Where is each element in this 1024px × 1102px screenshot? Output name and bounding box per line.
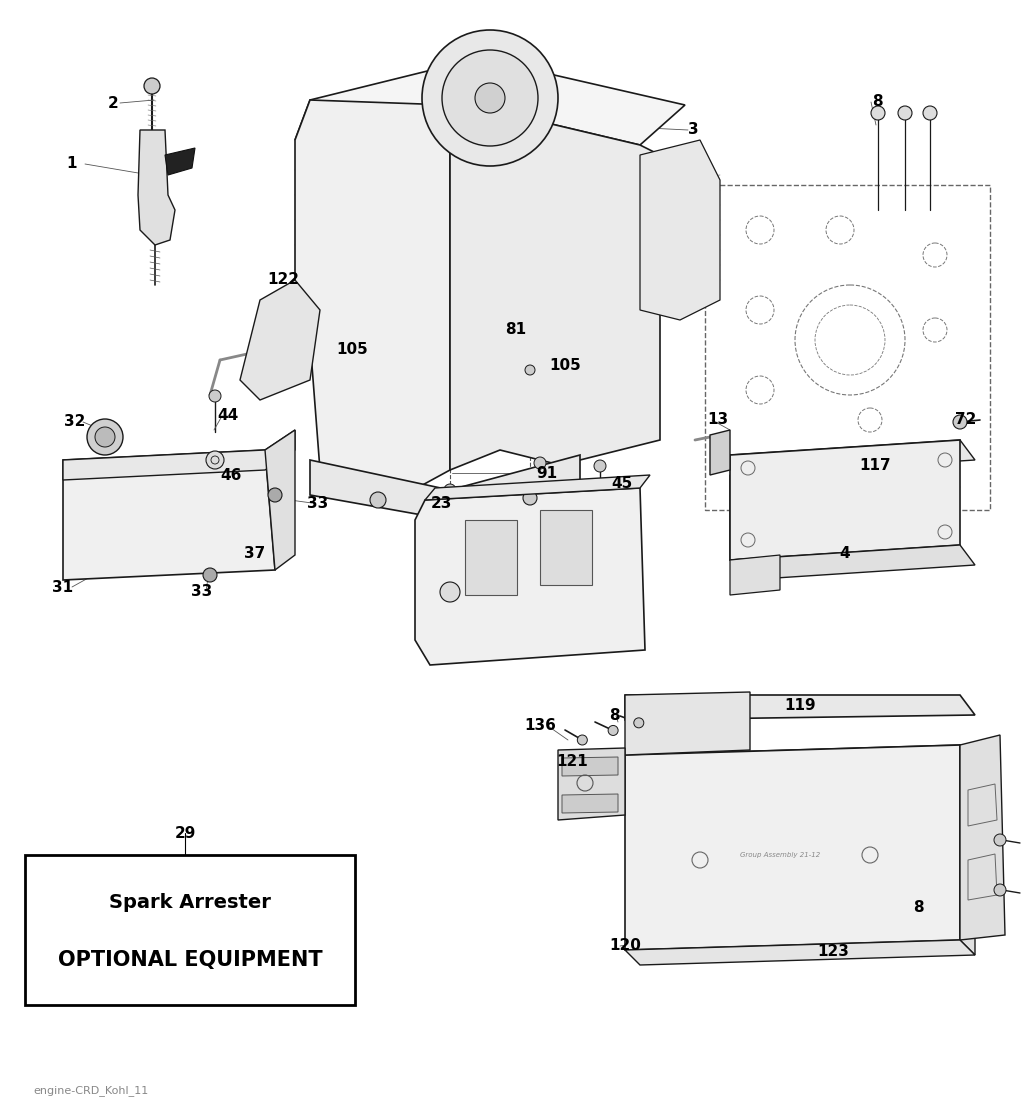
Text: 13: 13 xyxy=(708,412,728,428)
Polygon shape xyxy=(625,940,975,965)
Circle shape xyxy=(268,488,282,503)
Polygon shape xyxy=(450,100,660,469)
Circle shape xyxy=(898,106,912,120)
Text: 4: 4 xyxy=(840,545,850,561)
Text: 32: 32 xyxy=(65,414,86,430)
Polygon shape xyxy=(265,430,295,570)
Circle shape xyxy=(440,582,460,602)
Circle shape xyxy=(422,30,558,166)
Polygon shape xyxy=(138,130,175,245)
Text: 119: 119 xyxy=(784,699,816,713)
Polygon shape xyxy=(730,545,975,580)
Bar xyxy=(465,520,517,595)
Text: 33: 33 xyxy=(307,496,329,510)
Text: OPTIONAL EQUIPMENT: OPTIONAL EQUIPMENT xyxy=(57,950,323,970)
Text: 81: 81 xyxy=(506,322,526,336)
Text: 8: 8 xyxy=(912,899,924,915)
Text: 23: 23 xyxy=(430,497,452,511)
Polygon shape xyxy=(425,475,650,500)
Polygon shape xyxy=(562,757,618,776)
Bar xyxy=(25,855,355,1005)
Polygon shape xyxy=(63,450,275,580)
Circle shape xyxy=(206,451,224,469)
Bar xyxy=(540,510,592,585)
Polygon shape xyxy=(730,440,975,475)
Text: Spark Arrester: Spark Arrester xyxy=(110,894,271,912)
Polygon shape xyxy=(625,692,750,755)
Text: 37: 37 xyxy=(245,545,265,561)
Circle shape xyxy=(144,78,160,94)
Circle shape xyxy=(442,50,538,145)
Text: Group Assembly 21-12: Group Assembly 21-12 xyxy=(740,852,820,858)
Circle shape xyxy=(578,735,588,745)
Circle shape xyxy=(87,419,123,455)
Circle shape xyxy=(634,717,644,727)
Polygon shape xyxy=(415,488,645,665)
Text: 136: 136 xyxy=(524,719,556,734)
Polygon shape xyxy=(730,555,780,595)
Polygon shape xyxy=(730,475,740,560)
Circle shape xyxy=(953,415,967,429)
Circle shape xyxy=(594,460,606,472)
Circle shape xyxy=(923,106,937,120)
Text: 45: 45 xyxy=(611,476,633,491)
Circle shape xyxy=(534,457,546,469)
Polygon shape xyxy=(295,100,450,500)
Polygon shape xyxy=(562,795,618,813)
Polygon shape xyxy=(165,148,195,175)
Circle shape xyxy=(475,83,505,114)
Text: 1: 1 xyxy=(67,156,77,172)
Circle shape xyxy=(994,834,1006,846)
Text: 3: 3 xyxy=(688,122,698,138)
Polygon shape xyxy=(710,430,730,475)
Text: 117: 117 xyxy=(859,458,891,474)
Polygon shape xyxy=(961,735,1005,940)
Circle shape xyxy=(370,491,386,508)
Text: 46: 46 xyxy=(220,468,242,484)
Text: 31: 31 xyxy=(52,580,74,594)
Polygon shape xyxy=(625,745,961,950)
Text: 2: 2 xyxy=(108,96,119,110)
Circle shape xyxy=(608,725,618,735)
Text: 123: 123 xyxy=(817,944,849,960)
Circle shape xyxy=(444,484,456,496)
Circle shape xyxy=(95,426,115,447)
Circle shape xyxy=(994,884,1006,896)
Text: 105: 105 xyxy=(336,342,368,357)
Circle shape xyxy=(203,568,217,582)
Text: engine-CRD_Kohl_11: engine-CRD_Kohl_11 xyxy=(33,1085,148,1095)
Text: 33: 33 xyxy=(191,583,213,598)
Polygon shape xyxy=(63,430,295,480)
Text: 72: 72 xyxy=(955,412,977,428)
Text: 122: 122 xyxy=(267,272,299,288)
Polygon shape xyxy=(240,280,319,400)
Circle shape xyxy=(871,106,885,120)
Circle shape xyxy=(523,491,537,505)
Polygon shape xyxy=(558,748,625,820)
Text: 44: 44 xyxy=(217,409,239,423)
Text: 105: 105 xyxy=(549,358,581,374)
Text: 121: 121 xyxy=(556,755,588,769)
Polygon shape xyxy=(640,140,720,320)
Text: 8: 8 xyxy=(608,709,620,724)
Polygon shape xyxy=(961,745,975,955)
Polygon shape xyxy=(310,455,580,520)
Text: 120: 120 xyxy=(609,939,641,953)
Text: 91: 91 xyxy=(537,465,557,480)
Polygon shape xyxy=(625,745,975,773)
Circle shape xyxy=(525,365,535,375)
Polygon shape xyxy=(730,440,961,560)
Polygon shape xyxy=(295,58,685,145)
Polygon shape xyxy=(625,695,975,720)
Text: 8: 8 xyxy=(871,95,883,109)
Text: 29: 29 xyxy=(174,825,196,841)
Circle shape xyxy=(209,390,221,402)
